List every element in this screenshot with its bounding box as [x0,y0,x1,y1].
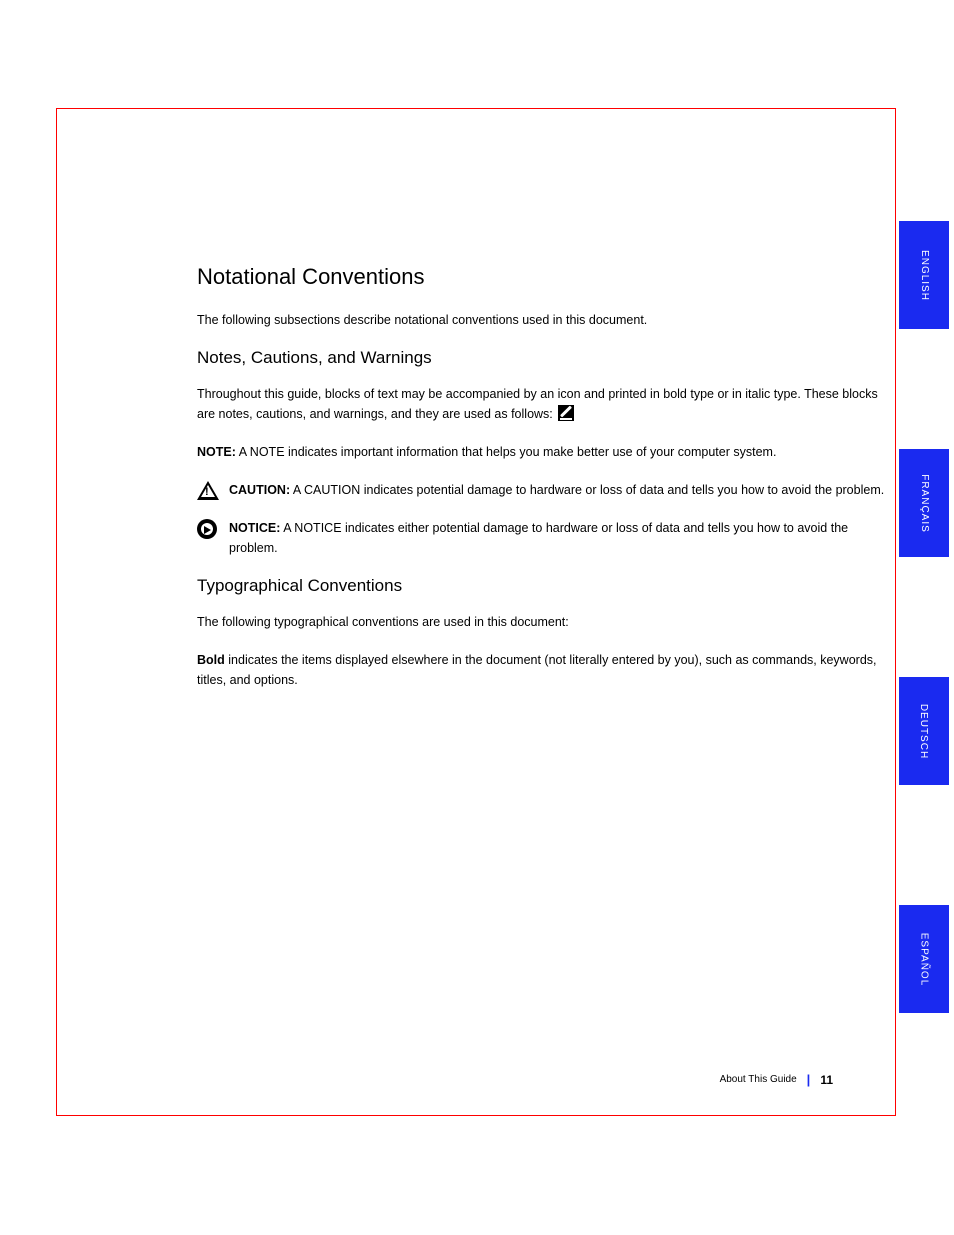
tab-deutsch-label: DEUTSCH [919,703,930,758]
tab-english-label: ENGLISH [919,250,930,301]
footer-text: About This Guide [720,1074,797,1085]
notes-heading: Notes, Cautions, and Warnings [197,348,897,368]
notice-row: NOTICE: A NOTICE indicates either potent… [197,518,897,558]
section-intro: The following subsections describe notat… [197,310,897,330]
footer-page-number: 11 [820,1073,833,1087]
section-title: Notational Conventions [197,264,897,290]
tab-english[interactable]: ENGLISH [899,221,949,329]
typo-heading: Typographical Conventions [197,576,897,596]
caution-icon [197,480,229,500]
tab-francais[interactable]: FRANÇAIS [899,449,949,557]
page-frame: Notational Conventions The following sub… [56,108,896,1116]
typo-lead: The following typographical conventions … [197,612,897,632]
notes-lead: Throughout this guide, blocks of text ma… [197,384,897,424]
caution-text-wrap: CAUTION: A CAUTION indicates potential d… [229,480,897,500]
typo-item-bold: Bold indicates the items displayed elsew… [197,650,897,690]
caution-label: CAUTION: [229,483,290,497]
typo-term-bold: Bold [197,653,225,667]
side-tabs: ENGLISH FRANÇAIS DEUTSCH ESPAÑOL [899,221,949,1133]
note-item-inline: NOTE: A NOTE indicates important informa… [197,442,897,462]
edit-icon [558,405,574,421]
tab-espanol-label: ESPAÑOL [919,932,930,986]
page-content: Notational Conventions The following sub… [197,264,897,708]
tab-espanol[interactable]: ESPAÑOL [899,905,949,1013]
notice-text-wrap: NOTICE: A NOTICE indicates either potent… [229,518,897,558]
notice-icon [197,518,229,539]
tab-deutsch[interactable]: DEUTSCH [899,677,949,785]
typo-desc-bold: indicates the items displayed elsewhere … [197,653,877,687]
caution-text: A CAUTION indicates potential damage to … [293,483,884,497]
page-footer: About This Guide | 11 [720,1072,833,1087]
notice-label: NOTICE: [229,521,280,535]
tab-francais-label: FRANÇAIS [919,474,930,533]
notice-text: A NOTICE indicates either potential dama… [229,521,848,555]
note-text: A NOTE indicates important information t… [239,445,777,459]
notes-lead-text: Throughout this guide, blocks of text ma… [197,387,878,421]
caution-row: CAUTION: A CAUTION indicates potential d… [197,480,897,500]
footer-separator: | [807,1072,811,1087]
note-label: NOTE: [197,445,236,459]
